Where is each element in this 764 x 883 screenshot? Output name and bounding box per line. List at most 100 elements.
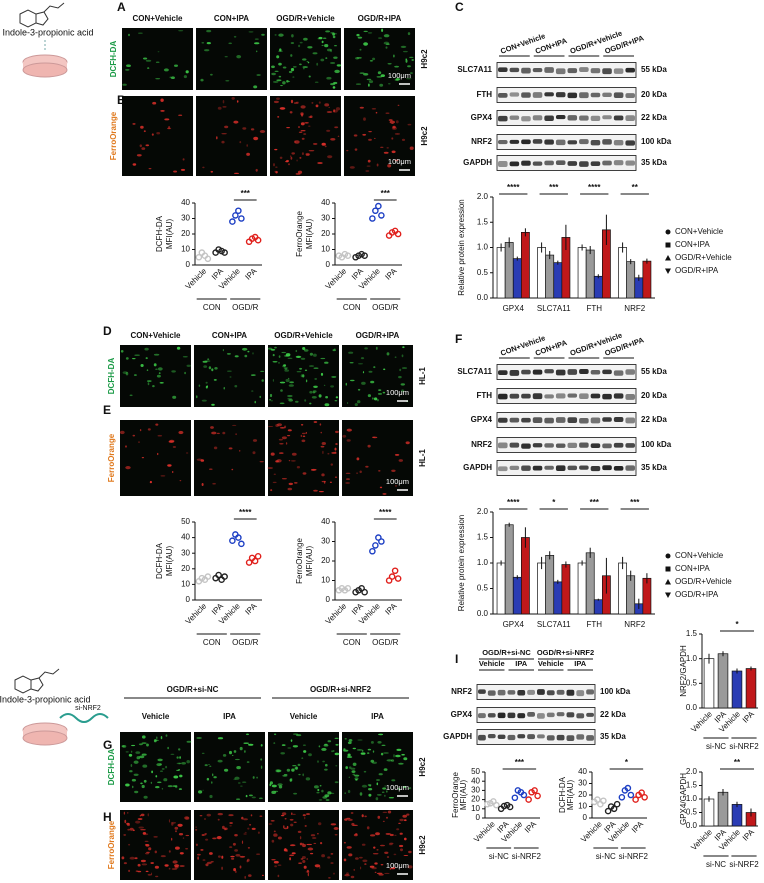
cell-signal bbox=[269, 783, 272, 787]
data-point bbox=[604, 807, 612, 815]
protein-label: NRF2 bbox=[471, 137, 492, 146]
blot-band bbox=[498, 115, 508, 122]
blot-band bbox=[555, 68, 566, 75]
size-label: 22 kDa bbox=[600, 710, 626, 719]
cell-signal bbox=[296, 159, 298, 162]
protein-label: SLC7A11 bbox=[457, 367, 492, 376]
cell-signal bbox=[288, 460, 291, 462]
cell-signal bbox=[261, 33, 265, 36]
cell-signal bbox=[165, 765, 168, 769]
cell-signal bbox=[400, 45, 407, 49]
cell-signal bbox=[352, 747, 356, 750]
cell-signal bbox=[282, 81, 286, 85]
cell-signal bbox=[289, 111, 293, 114]
cell-signal bbox=[138, 743, 143, 746]
cell-signal bbox=[279, 443, 284, 445]
blot-band bbox=[590, 92, 601, 98]
cell-signal bbox=[160, 855, 166, 858]
blot-band bbox=[507, 690, 516, 695]
cell-signal bbox=[317, 162, 323, 164]
blot-band bbox=[576, 713, 585, 719]
blot-band bbox=[498, 92, 508, 98]
cell-signal bbox=[381, 791, 385, 793]
y-tick-label: 0.0 bbox=[477, 293, 489, 302]
cell-signal bbox=[288, 399, 294, 402]
cell-signal bbox=[206, 29, 212, 33]
cell-signal bbox=[337, 135, 340, 137]
blot-band bbox=[555, 417, 566, 423]
cell-signal bbox=[312, 52, 318, 55]
cell-signal bbox=[248, 31, 254, 33]
cell-signal bbox=[333, 56, 338, 59]
group-label: OGD/R bbox=[372, 303, 398, 312]
y-axis-label: FerroOrange bbox=[451, 772, 460, 818]
data-point bbox=[221, 249, 228, 256]
cell-signal bbox=[171, 822, 174, 826]
cell-signal bbox=[221, 133, 227, 135]
cell-signal bbox=[348, 351, 354, 354]
cell-signal bbox=[141, 457, 145, 459]
side-chain bbox=[43, 2, 65, 13]
cell-signal bbox=[327, 452, 330, 455]
cell-signal bbox=[259, 797, 263, 800]
cell-signal bbox=[309, 390, 313, 394]
cell-signal bbox=[234, 776, 240, 780]
cell-signal bbox=[235, 433, 237, 436]
stain-label: DCFH-DA bbox=[107, 749, 116, 786]
cell-signal bbox=[213, 446, 218, 450]
cell-signal bbox=[195, 829, 198, 831]
data-point bbox=[613, 800, 621, 808]
blot-band bbox=[537, 734, 545, 739]
y-tick-label: 2.0 bbox=[686, 767, 698, 776]
x-tick-label: GPX4 bbox=[503, 620, 525, 629]
cell-signal bbox=[330, 862, 334, 864]
data-point bbox=[610, 805, 618, 813]
cell-signal bbox=[361, 843, 366, 846]
cell-signal bbox=[277, 423, 282, 427]
cell-signal bbox=[137, 870, 142, 873]
blot-band bbox=[521, 393, 531, 399]
cell-signal bbox=[388, 119, 393, 121]
blot-band bbox=[498, 140, 508, 145]
cell-signal bbox=[123, 862, 127, 865]
cell-signal bbox=[152, 101, 157, 105]
bar bbox=[618, 562, 627, 615]
cell-signal bbox=[228, 42, 232, 45]
y-tick-label: 0.5 bbox=[686, 678, 698, 687]
cell-signal bbox=[342, 434, 347, 438]
blot-band bbox=[521, 417, 531, 423]
legend-label: OGD/R+Vehicle bbox=[675, 253, 732, 262]
cell-signal bbox=[388, 797, 394, 799]
cell-signal bbox=[224, 125, 229, 129]
cell-signal bbox=[327, 856, 331, 859]
cell-signal bbox=[174, 864, 180, 868]
cell-signal bbox=[406, 813, 410, 816]
blot-band bbox=[567, 393, 578, 398]
cell-signal bbox=[235, 870, 237, 874]
cell-signal bbox=[140, 782, 143, 785]
cell-signal bbox=[272, 379, 274, 382]
cell-signal bbox=[250, 128, 255, 131]
cell-signal bbox=[183, 75, 187, 79]
cell-signal bbox=[208, 764, 210, 765]
blot-band bbox=[544, 443, 554, 448]
cell-signal bbox=[303, 68, 305, 70]
bar bbox=[577, 247, 587, 299]
cell-signal bbox=[222, 754, 227, 757]
significance-label: ** bbox=[734, 758, 741, 767]
blot-band bbox=[625, 369, 635, 375]
cell-signal bbox=[372, 57, 376, 61]
cell-signal bbox=[185, 452, 189, 454]
cell-signal bbox=[309, 352, 313, 356]
cell-signal bbox=[306, 61, 309, 62]
stain-label: FerroOrange bbox=[109, 111, 118, 160]
cell-signal bbox=[224, 768, 229, 772]
y-tick-label: 1.0 bbox=[686, 654, 698, 663]
cell-signal bbox=[205, 863, 209, 867]
blot-band bbox=[521, 443, 531, 449]
cell-signal bbox=[176, 346, 181, 350]
blot-band bbox=[521, 116, 531, 122]
cell-signal bbox=[322, 760, 325, 763]
cell-signal bbox=[365, 170, 370, 172]
cell-signal bbox=[409, 56, 414, 59]
